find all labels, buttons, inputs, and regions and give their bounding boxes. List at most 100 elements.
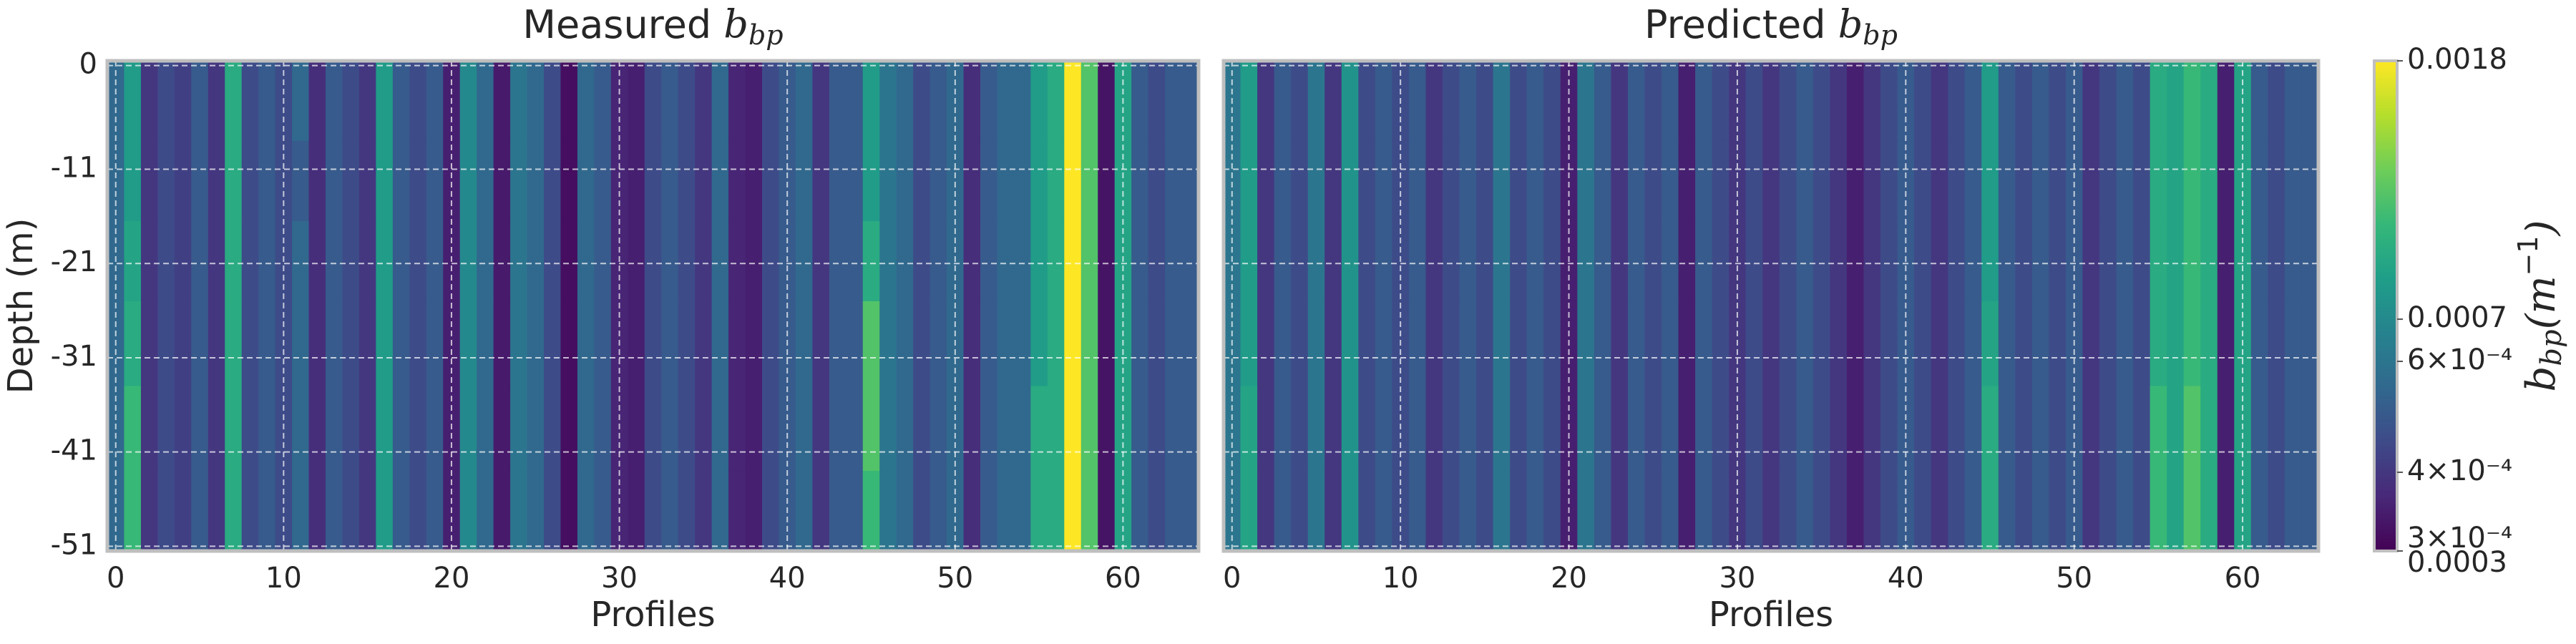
- heatmap-cell: [980, 61, 998, 142]
- heatmap-cell: [1577, 471, 1595, 552]
- heatmap-cell: [2116, 61, 2134, 142]
- heatmap-cell: [628, 220, 645, 302]
- heatmap-cell: [1577, 301, 1595, 387]
- heatmap-cell: [1627, 61, 1646, 142]
- heatmap-cell: [1165, 386, 1183, 472]
- heatmap-cell: [1307, 386, 1325, 472]
- heatmap-cell: [493, 386, 511, 472]
- heatmap-cell: [795, 471, 813, 552]
- heatmap-cell: [745, 301, 763, 387]
- heatmap-cell: [1662, 386, 1679, 472]
- heatmap-cell: [2150, 471, 2167, 552]
- heatmap-cell: [711, 220, 729, 302]
- heatmap-cell: [661, 471, 679, 552]
- heatmap-cell: [1594, 220, 1611, 302]
- heatmap-cell: [1678, 220, 1696, 302]
- heatmap-cell: [879, 386, 897, 472]
- colorbar-slice: [2374, 195, 2397, 199]
- colorbar-slice: [2374, 200, 2397, 204]
- heatmap-cell: [829, 140, 847, 222]
- heatmap-cell: [2284, 140, 2303, 222]
- heatmap-cell: [2082, 471, 2100, 552]
- heatmap-cell: [2133, 220, 2151, 302]
- heatmap-cell: [527, 301, 545, 387]
- heatmap-cell: [1493, 386, 1511, 472]
- colorbar-slice: [2374, 112, 2397, 116]
- colorbar-slice: [2374, 146, 2397, 150]
- heatmap-cell: [678, 220, 696, 302]
- x-tick-label: 0: [107, 562, 125, 595]
- colorbar-slice: [2374, 469, 2397, 474]
- heatmap-cell: [1813, 140, 1830, 222]
- colorbar-slice: [2374, 220, 2397, 223]
- heatmap-cell: [2015, 301, 2033, 387]
- heatmap-cell: [1543, 220, 1561, 302]
- heatmap-cell: [1257, 301, 1275, 387]
- heatmap-cell: [1030, 386, 1048, 472]
- heatmap-cell: [1098, 471, 1116, 552]
- colorbar-slice: [2374, 316, 2397, 319]
- heatmap-cell: [695, 471, 713, 552]
- heatmap-cell: [1662, 220, 1679, 302]
- heatmap-cell: [745, 471, 763, 552]
- heatmap-cell: [1307, 61, 1325, 142]
- heatmap-cell: [191, 301, 209, 387]
- x-tick-label: 60: [1105, 562, 1141, 595]
- heatmap-cell: [1165, 471, 1183, 552]
- heatmap-cell: [2049, 471, 2067, 552]
- colorbar-label-part: (m: [2518, 275, 2565, 329]
- heatmap-cell: [1830, 140, 1848, 222]
- heatmap-cell: [1779, 386, 1797, 472]
- heatmap-cell: [510, 220, 528, 302]
- heatmap-cell: [409, 471, 427, 552]
- x-tick-label: 30: [1719, 562, 1755, 595]
- heatmap-cell: [1712, 386, 1729, 472]
- heatmap-cell: [191, 471, 209, 552]
- heatmap-cell: [510, 301, 528, 387]
- heatmap-cell: [1131, 140, 1149, 222]
- heatmap-cell: [225, 471, 243, 552]
- heatmap-cell: [1098, 220, 1116, 302]
- heatmap-cell: [1964, 301, 1982, 387]
- heatmap-cell: [1148, 386, 1166, 472]
- colorbar-slice: [2374, 283, 2397, 287]
- colorbar-slice: [2374, 406, 2397, 410]
- colorbar-slice: [2374, 180, 2397, 185]
- colorbar-slice: [2374, 125, 2397, 128]
- heatmap-cell: [913, 386, 931, 472]
- heatmap-cell: [745, 61, 763, 142]
- colorbar-slice: [2374, 134, 2397, 137]
- heatmap-cell: [376, 471, 394, 552]
- heatmap-cell: [392, 301, 410, 387]
- colorbar-slice: [2374, 210, 2397, 214]
- heatmap-cell: [2099, 471, 2117, 552]
- heatmap-cell: [2268, 471, 2285, 552]
- heatmap-cell: [762, 220, 780, 302]
- heatmap-cell: [157, 471, 175, 552]
- heatmap-cell: [1240, 386, 1258, 472]
- heatmap-cell: [1813, 220, 1830, 302]
- heatmap-cell: [1047, 301, 1065, 387]
- heatmap-cell: [862, 301, 880, 387]
- heatmap-cell: [1358, 220, 1376, 302]
- heatmap-cell: [1948, 140, 1966, 222]
- heatmap-cell: [594, 220, 612, 302]
- heatmap-cell: [1408, 386, 1427, 472]
- heatmap-cell: [980, 471, 998, 552]
- heatmap-cell: [477, 61, 494, 142]
- heatmap-cell: [1459, 140, 1477, 222]
- heatmap-cell: [225, 301, 243, 387]
- heatmap-cell: [292, 220, 310, 302]
- heatmap-cell: [1762, 301, 1780, 387]
- heatmap-cell: [140, 140, 158, 222]
- colorbar-slice: [2374, 487, 2397, 491]
- heatmap-cell: [1307, 301, 1325, 387]
- colorbar-slice: [2374, 541, 2397, 545]
- heatmap-cell: [1644, 140, 1662, 222]
- heatmap-cell: [157, 301, 175, 387]
- heatmap-cell: [1863, 301, 1881, 387]
- heatmap-cell: [1165, 61, 1183, 142]
- heatmap-cell: [862, 471, 880, 552]
- heatmap-cell: [896, 61, 914, 142]
- heatmap-cell: [963, 220, 981, 302]
